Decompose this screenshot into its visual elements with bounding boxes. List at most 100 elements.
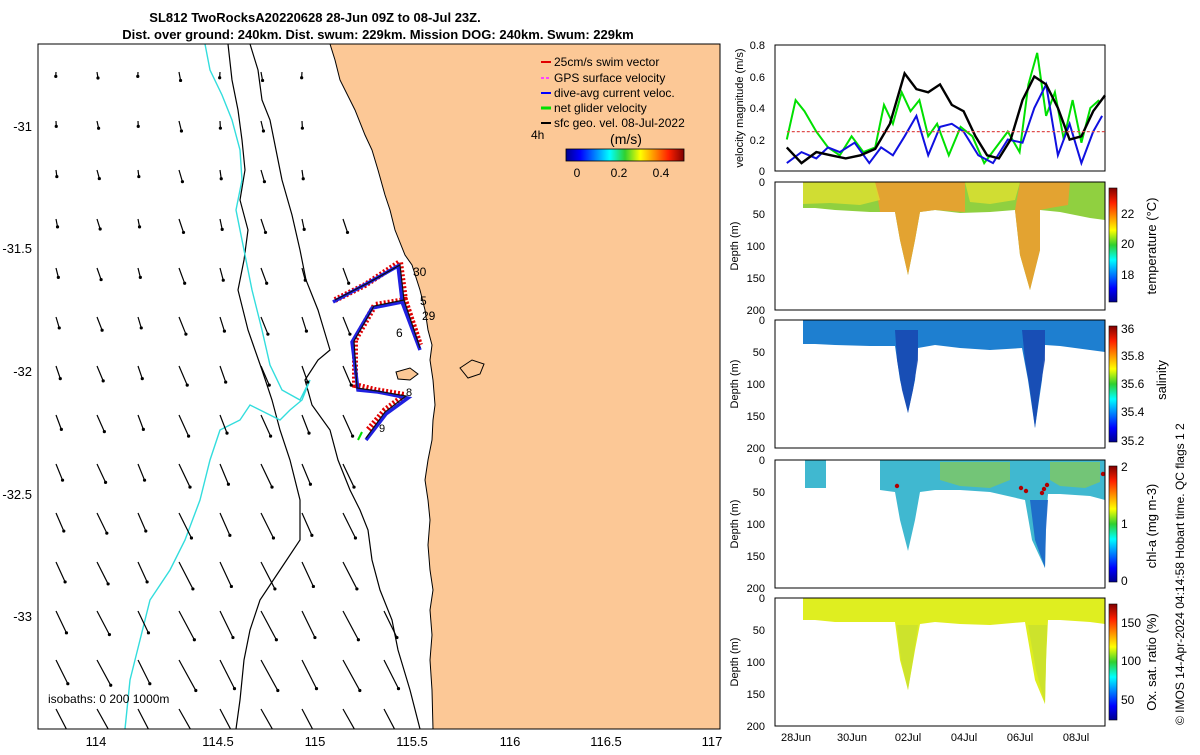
colorbar-tick: 22 [1121,207,1135,221]
velocity-arrowhead [193,638,196,641]
velocity-arrowhead [136,75,139,78]
velocity-arrowhead [138,225,141,228]
data-point [1042,487,1046,491]
velocity-arrowhead [227,483,230,486]
velocity-arrowhead [62,529,65,532]
day-label: 5 [420,294,427,308]
velocity-arrowhead [102,379,105,382]
date-tick: 04Jul [951,732,977,744]
legend-label: sfc geo. vel. 08-Jul-2022 [554,116,685,130]
velocity-arrowhead [61,479,64,482]
velocity-arrowhead [63,580,66,583]
velocity-arrowhead [262,129,265,132]
chla-colorbar [1109,466,1117,582]
velocity-arrowhead [303,228,306,231]
velocity-arrowhead [352,485,355,488]
map-x-tick: 117 [702,734,723,749]
velocity-arrowhead [55,125,58,128]
y-tick: 100 [747,379,765,391]
temperature-colorbar-label: temperature (°C) [1144,198,1159,295]
velocity-arrowhead [307,432,310,435]
velocity-arrowhead [225,432,228,435]
data-point [1024,489,1028,493]
velocity-arrowhead [355,587,358,590]
y-tick: 100 [747,657,765,669]
colorbar-tick: 100 [1121,654,1141,668]
velocity-arrowhead [272,536,275,539]
velocity-arrowhead [348,333,351,336]
depth-label: Depth (m) [729,360,741,409]
velocity-arrowhead [181,180,184,183]
chla-green-patch [1050,462,1100,488]
colorbar-tick: 1 [1121,517,1128,531]
y-tick: 50 [753,487,765,499]
y-tick: 100 [747,241,765,253]
velocity-arrowhead [109,684,112,687]
depth-ticks: 0 50 100 150 200 [747,315,765,455]
data-point [895,484,899,488]
y-tick: 150 [747,273,765,285]
chla-panel: 0 50 100 150 200 Depth (m) 0 1 2 chl-a (… [729,455,1159,595]
velocity-arrowhead [315,687,318,690]
velocity-arrowhead [312,585,315,588]
map-x-tick: 114.5 [202,734,234,749]
salinity-dark-core [895,330,918,413]
velocity-arrowhead [99,227,102,230]
day-label: 29 [422,309,436,323]
map-panel: 30 5 29 6 8 9 114 114.5 115 115.5 116 11… [2,44,722,749]
legend-label: dive-avg current veloc. [554,86,675,100]
velocity-arrowhead [183,282,186,285]
y-tick: 50 [753,625,765,637]
map-y-tick: -32.5 [2,487,32,502]
date-tick: 28Jun [781,732,811,744]
velocity-arrowhead [137,125,140,128]
legend-label: 25cm/s swim vector [554,55,659,69]
velocity-arrowhead [56,225,59,228]
velocity-arrowhead [182,231,185,234]
velocity-arrowhead [278,740,281,743]
map-x-tick: 114 [86,734,107,749]
colorbar-tick: 0.4 [653,166,670,180]
date-tick: 02Jul [895,732,921,744]
velocity-arrowhead [395,636,398,639]
chla-field [805,460,826,488]
velocity-arrowhead [300,76,303,79]
velocity-arrowhead [190,536,193,539]
velocity-arrowhead [354,536,357,539]
y-tick: 200 [747,443,765,455]
velocity-arrowhead [276,689,279,692]
velocity-arrowhead [66,682,69,685]
temperature-colorbar [1109,188,1117,302]
velocity-arrowhead [137,175,140,178]
velocity-arrowhead [220,177,223,180]
velocity-arrowhead [97,127,100,130]
date-tick: 08Jul [1063,732,1089,744]
velocity-arrowhead [143,479,146,482]
colorbar-tick: 20 [1121,237,1135,251]
y-tick: 150 [747,551,765,563]
velocity-arrowhead [98,177,101,180]
y-tick: 50 [753,347,765,359]
isobath-label: isobaths: 0 200 1000m [48,692,169,706]
colorbar-tick: 18 [1121,268,1135,282]
velocity-arrowhead [104,481,107,484]
oxygen-panel: 0 50 100 150 200 Depth (m) 50 100 150 Ox… [729,593,1159,733]
velocity-axes [775,45,1105,171]
velocity-arrowhead [57,276,60,279]
velocity-arrowhead [275,638,278,641]
velocity-arrowhead [221,228,224,231]
y-tick: 100 [747,519,765,531]
y-tick: 150 [747,689,765,701]
velocity-arrowhead [347,282,350,285]
y-tick: 0 [759,177,765,189]
colorbar-tick: 0.2 [611,166,628,180]
salinity-colorbar [1109,326,1117,442]
y-tick: 150 [747,411,765,423]
velocity-arrowhead [218,76,221,79]
velocity-arrowhead [397,687,400,690]
velocity-arrowhead [58,326,61,329]
velocity-arrowhead [101,329,104,332]
colorbar-tick: 35.2 [1121,434,1145,448]
date-tick: 30Jun [837,732,867,744]
velocity-arrowhead [105,532,108,535]
